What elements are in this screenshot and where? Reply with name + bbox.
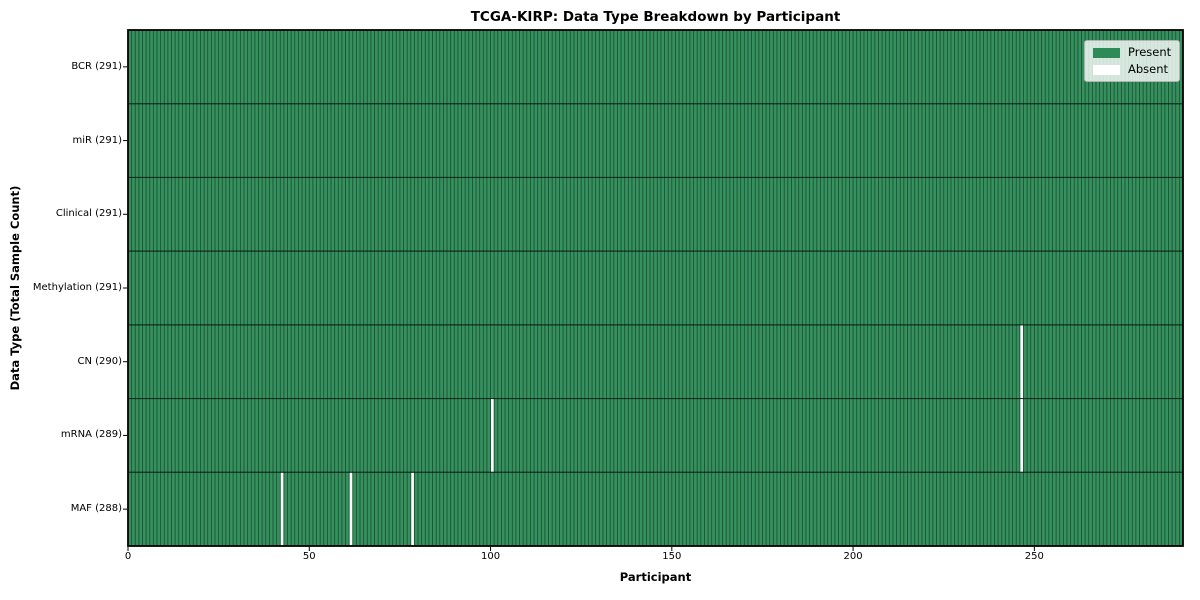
chart-title: TCGA-KIRP: Data Type Breakdown by Partic…: [470, 9, 841, 25]
x-tick-label-100: 100: [480, 551, 501, 562]
legend-swatch-absent-icon: [1093, 64, 1120, 75]
y-tick-label-Clinical: Clinical (291): [55, 208, 122, 220]
legend-label-present: Present: [1128, 45, 1172, 59]
absent-cell-mRNA-100: [491, 398, 494, 472]
y-tick-label-CN: CN (290): [77, 355, 122, 367]
absent-cell-mRNA-246: [1020, 398, 1023, 472]
x-tick-label-200: 200: [843, 551, 863, 562]
absent-cell-MAF-42: [280, 472, 284, 546]
y-tick-label-BCR: BCR (291): [71, 60, 122, 72]
x-tick-label-250: 250: [1024, 551, 1044, 562]
x-tick-label-0: 0: [124, 551, 132, 562]
plot-border: [127, 29, 1184, 547]
y-tick-label-Methylation: Methylation (291): [32, 282, 122, 293]
absent-cell-MAF-61: [349, 472, 353, 546]
legend-swatch-present-icon: [1093, 47, 1120, 58]
legend: Present Absent: [1084, 40, 1181, 82]
x-tick-label-150: 150: [662, 551, 682, 562]
legend-label-absent: Absent: [1128, 62, 1169, 76]
absent-cell-MAF-78: [411, 472, 414, 546]
y-tick-label-MAF: MAF (288): [70, 503, 122, 515]
y-tick-label-miR: miR (291): [72, 134, 122, 146]
plot-area: [123, 29, 1184, 551]
x-tick-label-50: 50: [302, 551, 316, 562]
absent-cell-CN-246: [1020, 325, 1023, 399]
legend-item-present: Present: [1093, 46, 1171, 59]
y-tick-label-mRNA: mRNA (289): [60, 429, 122, 441]
present-cells-background: [128, 30, 1183, 546]
legend-item-absent: Absent: [1093, 63, 1171, 76]
x-axis-label: Participant: [619, 570, 692, 584]
